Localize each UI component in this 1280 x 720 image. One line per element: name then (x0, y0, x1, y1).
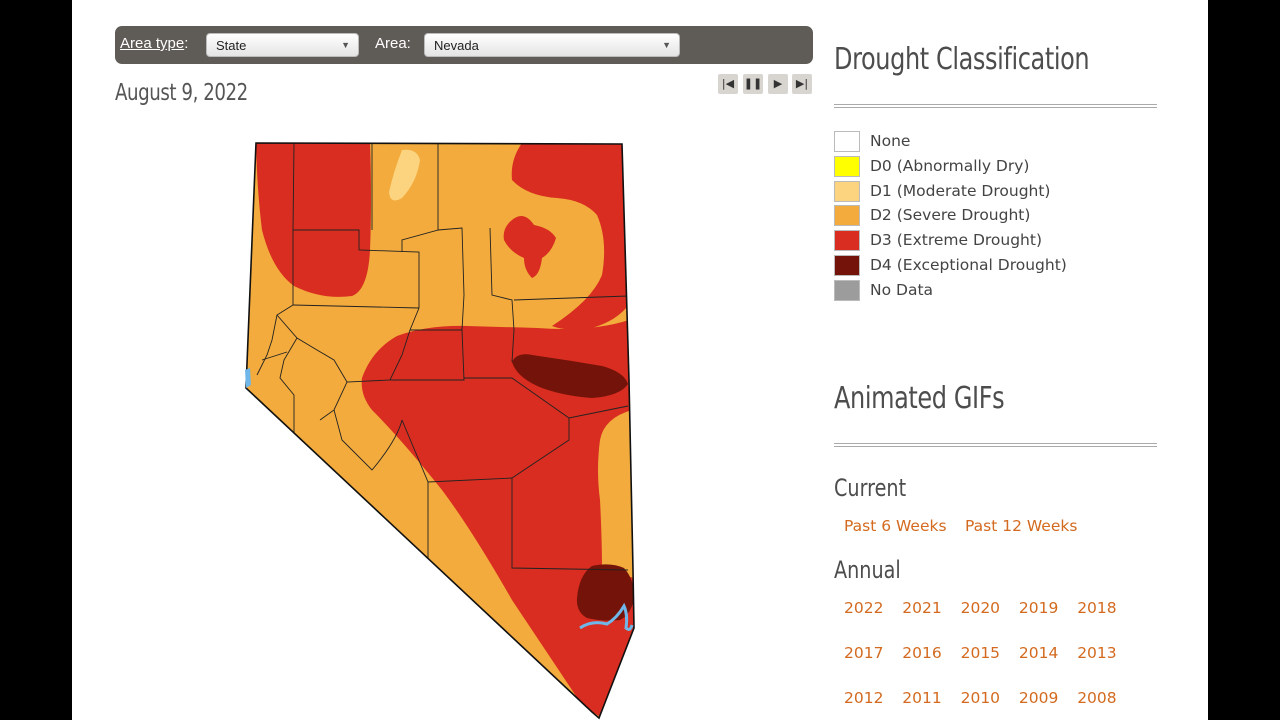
area-select[interactable]: Nevada ▼ (424, 33, 680, 57)
legend-swatch (834, 155, 860, 177)
county-boundaries (256, 143, 629, 571)
year-link[interactable]: 2010 (960, 689, 1001, 707)
legend-label: D1 (Moderate Drought) (870, 181, 1051, 200)
d2-island (503, 216, 556, 278)
legend-swatch (834, 205, 860, 227)
legend-swatch (834, 230, 860, 252)
legend-label: D3 (Extreme Drought) (870, 231, 1043, 250)
pause-button[interactable]: ❚❚ (743, 74, 763, 94)
past-6-weeks-link[interactable]: Past 6 Weeks (844, 517, 947, 535)
nevada-drought-map[interactable] (72, 0, 772, 720)
year-link[interactable]: 2015 (960, 644, 1001, 662)
state-outline (245, 142, 635, 720)
year-link[interactable]: 2008 (1077, 689, 1117, 707)
year-link[interactable]: 2011 (902, 689, 942, 707)
animated-gifs-title: Animated GIFs (834, 381, 1005, 416)
year-link[interactable]: 2014 (1018, 644, 1059, 662)
d3-northeast (511, 143, 632, 330)
past-12-weeks-link[interactable]: Past 12 Weeks (965, 517, 1078, 535)
legend-swatch (834, 255, 860, 276)
chevron-down-icon: ▼ (662, 40, 671, 50)
year-link[interactable]: 2013 (1077, 644, 1117, 662)
skip-to-first-button[interactable]: |◀ (718, 74, 738, 94)
d3-northwest (256, 143, 371, 297)
d1-patch (389, 149, 420, 201)
year-link[interactable]: 2017 (844, 644, 884, 662)
year-link[interactable]: 2016 (902, 644, 942, 662)
d3-central-south (361, 320, 634, 718)
lake-mead (579, 602, 634, 631)
chevron-down-icon: ▼ (341, 40, 350, 50)
year-link[interactable]: 2020 (960, 599, 1001, 617)
legend-label: D2 (Severe Drought) (870, 206, 1031, 225)
area-type-select[interactable]: State ▼ (206, 33, 359, 57)
section-divider (834, 443, 1157, 447)
skip-to-last-icon: ▶| (795, 77, 809, 90)
d4-east-central (512, 354, 628, 398)
area-label: Area: (375, 35, 411, 52)
map-date: August 9, 2022 (115, 80, 248, 106)
d4-las-vegas (576, 564, 634, 621)
legend-label: None (870, 132, 911, 150)
year-link[interactable]: 2018 (1077, 599, 1117, 617)
pause-icon: ❚❚ (743, 77, 763, 90)
step-forward-button[interactable]: ▶ (768, 74, 788, 94)
legend-swatch (834, 279, 860, 301)
legend-label: D4 (Exceptional Drought) (870, 256, 1067, 274)
skip-to-last-button[interactable]: ▶| (792, 74, 812, 94)
year-link[interactable]: 2021 (902, 599, 942, 617)
section-divider (834, 104, 1157, 108)
step-forward-icon: ▶ (773, 77, 783, 90)
annual-title: Annual (834, 556, 901, 584)
drought-monitor-page: Area type: State ▼ Area: Nevada ▼ August… (72, 0, 1208, 720)
year-link[interactable]: 2022 (844, 599, 884, 617)
legend-swatch (834, 180, 860, 202)
legend-label: D0 (Abnormally Dry) (870, 156, 1030, 175)
area-type-value: State (216, 38, 247, 53)
area-filter-bar: Area type: State ▼ Area: Nevada ▼ (115, 26, 813, 64)
current-title: Current (834, 474, 907, 502)
year-link[interactable]: 2012 (844, 689, 884, 707)
legend-swatch (834, 131, 860, 152)
year-link[interactable]: 2009 (1018, 689, 1059, 707)
year-link[interactable]: 2019 (1018, 599, 1059, 617)
lake-tahoe (245, 368, 251, 388)
area-type-label[interactable]: Area type: (120, 35, 189, 52)
drought-classification-title: Drought Classification (834, 42, 1090, 77)
legend-label: No Data (870, 280, 934, 299)
skip-to-first-icon: |◀ (721, 77, 735, 90)
area-value: Nevada (434, 38, 479, 53)
